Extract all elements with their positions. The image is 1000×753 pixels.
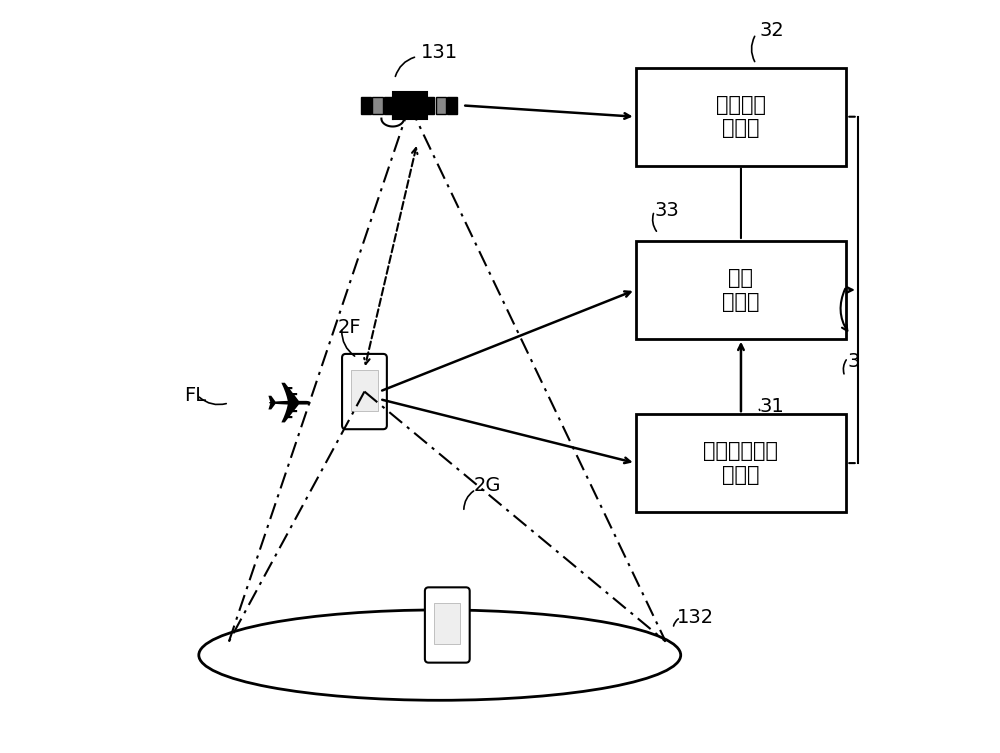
Text: FL: FL: [184, 386, 206, 405]
Text: 连接
限制部: 连接 限制部: [722, 268, 760, 312]
Text: 空中通信设备
检测部: 空中通信设备 检测部: [703, 441, 778, 485]
Text: 31: 31: [760, 397, 785, 416]
Text: 33: 33: [654, 201, 679, 221]
FancyBboxPatch shape: [372, 97, 383, 114]
FancyBboxPatch shape: [393, 92, 427, 118]
FancyBboxPatch shape: [434, 603, 460, 644]
FancyBboxPatch shape: [342, 354, 387, 429]
Text: 32: 32: [760, 20, 785, 40]
FancyBboxPatch shape: [447, 97, 457, 114]
FancyBboxPatch shape: [425, 587, 470, 663]
Text: 2G: 2G: [474, 476, 501, 495]
Text: ✈: ✈: [265, 378, 314, 435]
FancyBboxPatch shape: [636, 414, 846, 512]
Text: 2F: 2F: [338, 318, 362, 337]
Text: 131: 131: [421, 43, 458, 62]
FancyBboxPatch shape: [636, 241, 846, 339]
FancyBboxPatch shape: [636, 68, 846, 166]
FancyBboxPatch shape: [384, 97, 394, 114]
FancyBboxPatch shape: [436, 97, 446, 114]
FancyBboxPatch shape: [424, 97, 434, 114]
FancyBboxPatch shape: [361, 97, 371, 114]
Text: 轨道信息
获取部: 轨道信息 获取部: [716, 95, 766, 139]
Text: 3: 3: [848, 352, 860, 371]
FancyBboxPatch shape: [351, 370, 378, 410]
Text: 132: 132: [677, 608, 714, 627]
